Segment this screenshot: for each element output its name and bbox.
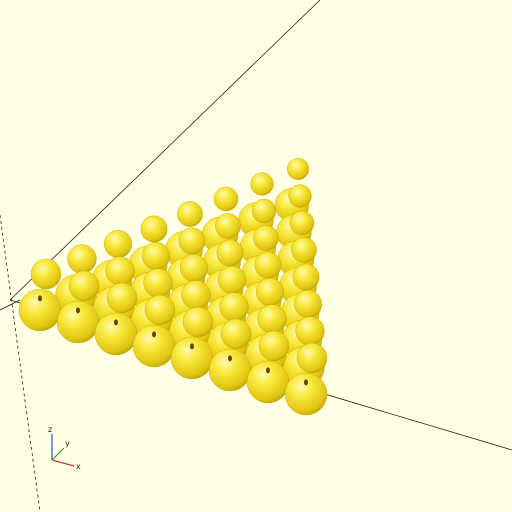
sphere bbox=[30, 258, 62, 290]
sphere bbox=[215, 213, 241, 239]
sphere bbox=[144, 294, 176, 326]
sphere bbox=[140, 215, 168, 243]
sphere bbox=[178, 227, 206, 255]
sphere bbox=[296, 342, 328, 374]
axis-line-left-short bbox=[0, 299, 21, 311]
sphere bbox=[284, 372, 328, 416]
sphere bbox=[67, 244, 97, 274]
sphere-grid-model[interactable] bbox=[18, 157, 328, 416]
sphere bbox=[103, 229, 132, 258]
sphere bbox=[253, 225, 279, 251]
axis-gizmo: z x y bbox=[48, 425, 81, 471]
axis-line-back bbox=[9, 0, 321, 301]
x-axis-label: x bbox=[76, 462, 81, 471]
sphere-hole bbox=[152, 331, 156, 338]
y-axis-label: y bbox=[65, 439, 70, 448]
sphere bbox=[250, 172, 274, 196]
sphere bbox=[181, 280, 211, 310]
sphere bbox=[18, 288, 62, 332]
sphere bbox=[68, 270, 100, 302]
sphere bbox=[177, 201, 203, 227]
axis-line-left bbox=[0, 214, 41, 512]
sphere bbox=[295, 316, 325, 346]
sphere-hole bbox=[76, 307, 80, 314]
sphere bbox=[291, 237, 317, 263]
sphere bbox=[179, 253, 208, 282]
sphere bbox=[220, 318, 252, 350]
sphere bbox=[94, 312, 138, 356]
sphere-hole bbox=[266, 367, 270, 374]
sphere-hole bbox=[38, 295, 42, 302]
sphere bbox=[257, 304, 287, 334]
sphere bbox=[106, 282, 138, 314]
sphere bbox=[288, 184, 312, 208]
sphere bbox=[246, 360, 290, 404]
y-axis-line bbox=[51, 447, 65, 461]
sphere bbox=[132, 324, 176, 368]
sphere bbox=[170, 336, 214, 380]
sphere bbox=[216, 239, 244, 267]
sphere bbox=[289, 210, 315, 236]
sphere bbox=[219, 292, 249, 322]
sphere bbox=[141, 241, 170, 270]
sphere bbox=[182, 306, 214, 338]
sphere bbox=[251, 198, 277, 224]
sphere bbox=[56, 300, 100, 344]
sphere bbox=[287, 157, 310, 180]
sphere-hole bbox=[228, 355, 232, 362]
sphere bbox=[217, 266, 246, 295]
sphere bbox=[294, 290, 323, 319]
sphere-hole bbox=[114, 319, 118, 326]
sphere bbox=[208, 348, 252, 392]
sphere-hole bbox=[190, 343, 194, 350]
x-axis-line bbox=[51, 459, 75, 467]
sphere bbox=[213, 186, 239, 212]
sphere bbox=[258, 330, 290, 362]
sphere bbox=[105, 256, 135, 286]
sphere bbox=[292, 263, 320, 291]
sphere bbox=[254, 251, 282, 279]
sphere bbox=[256, 278, 285, 307]
sphere bbox=[143, 268, 173, 298]
z-axis-label: z bbox=[48, 425, 52, 434]
sphere-hole bbox=[304, 379, 308, 386]
